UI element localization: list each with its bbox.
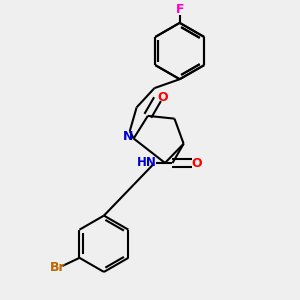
Text: F: F — [176, 3, 184, 16]
Text: O: O — [192, 157, 203, 169]
Text: O: O — [157, 92, 168, 104]
Text: Br: Br — [50, 261, 66, 274]
Text: N: N — [123, 130, 134, 142]
Text: HN: HN — [137, 156, 157, 169]
